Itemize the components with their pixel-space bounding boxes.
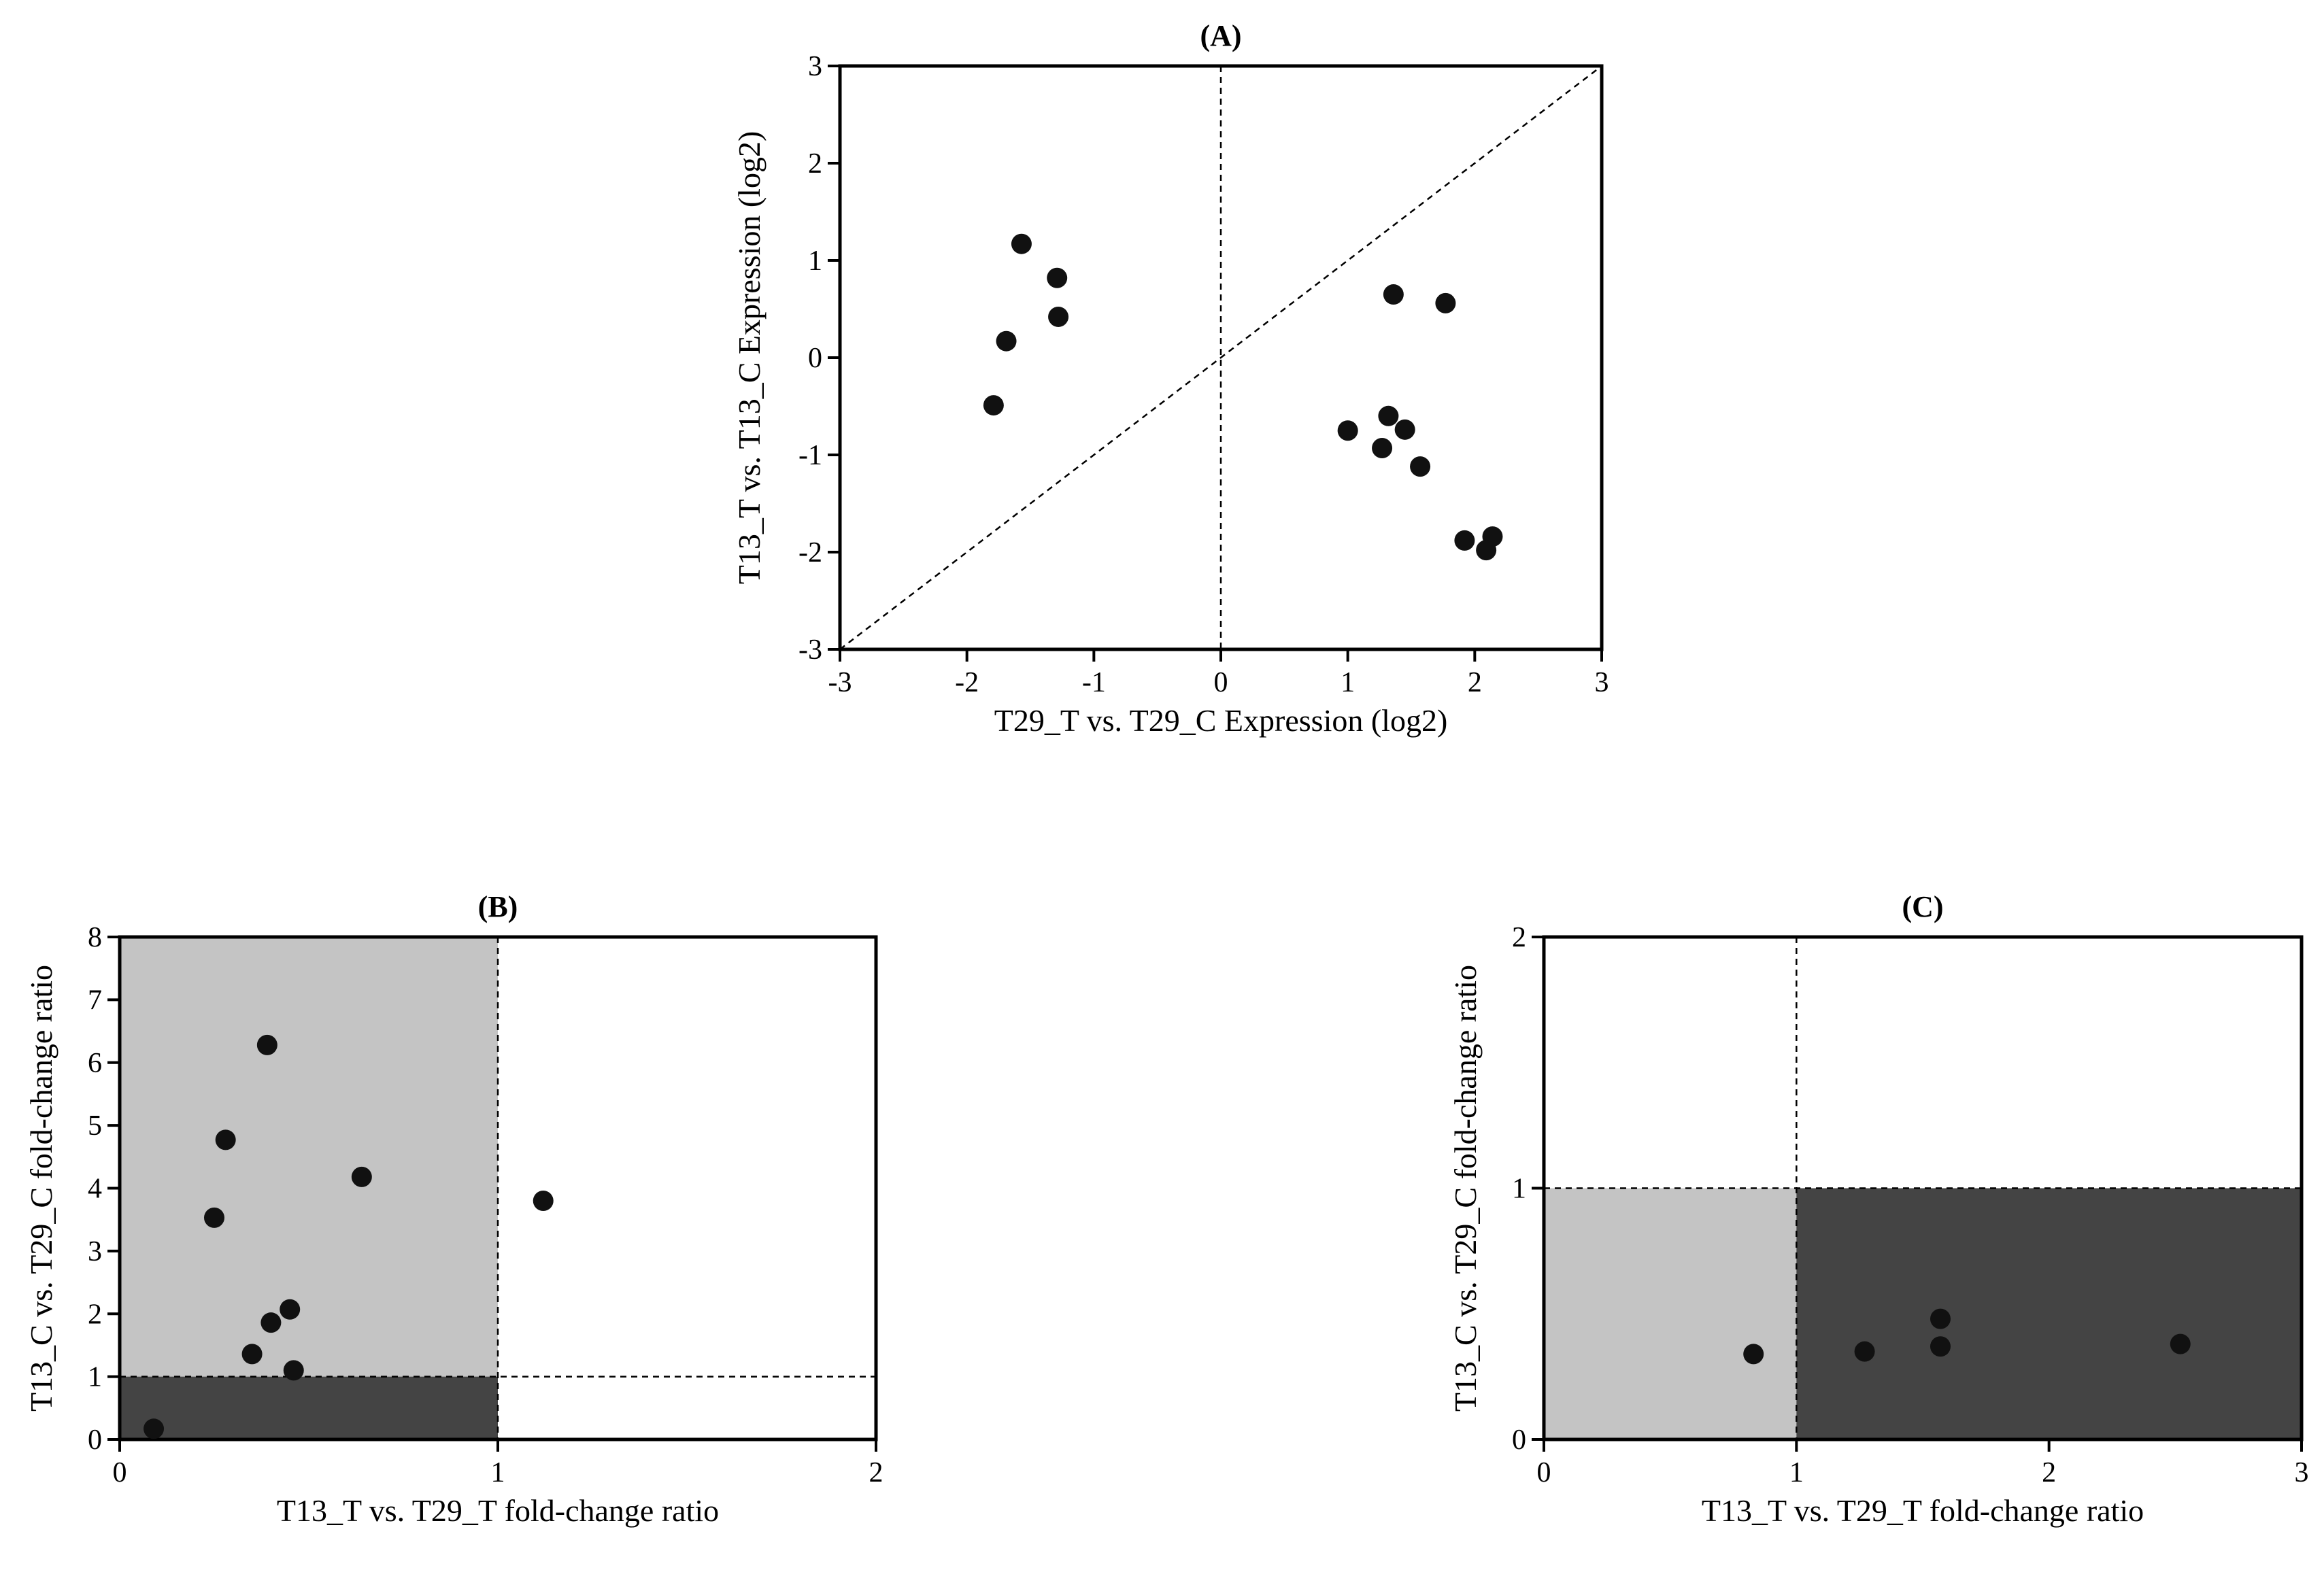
panel-a-data-point	[983, 395, 1004, 416]
panel-c-y-tick-label: 0	[1512, 1424, 1526, 1456]
panel-b-x-tick-label: 2	[869, 1457, 883, 1488]
panel-a-chart: -3 -2 -1 0 1 2 3 -3 -2 -1 0 1 2 3 (A) T29_T vs. T29_C E…	[732, 19, 1609, 738]
panel-b-y-tick-label: 1	[88, 1362, 102, 1393]
panel-b-data-point	[204, 1207, 224, 1228]
panel-b-shaded-region	[120, 1376, 498, 1439]
panel-c-x-axis-title: T13_T vs. T29_T fold-change ratio	[1702, 1493, 2144, 1528]
panel-b-y-tick-label: 3	[88, 1236, 102, 1267]
panel-a-diagonal-line	[839, 65, 1602, 650]
panel-b-data-point	[260, 1312, 282, 1333]
panel-b-x-tick-label: 0	[113, 1457, 127, 1488]
panel-a-x-tick-label: 3	[1595, 667, 1609, 698]
panel-a-x-tick-label: 1	[1341, 667, 1355, 698]
panel-c-shaded-region	[1544, 1188, 1797, 1439]
panel-c-data-point	[1743, 1344, 1764, 1365]
panel-b-chart: 0 1 2 0 1 2 3 4 5 6 7 8 (B) T13_T vs. T29_T fold-chan…	[24, 890, 883, 1528]
panel-a-x-tick-label: 0	[1214, 667, 1228, 698]
panel-a-x-tick-label: 2	[1468, 667, 1482, 698]
panel-a-data-point	[1372, 437, 1393, 458]
panel-a-data-point	[1454, 530, 1475, 551]
panel-b-y-axis-title: T13_C vs. T29_C fold-change ratio	[24, 965, 58, 1412]
panel-b-y-tick-label: 5	[88, 1110, 102, 1142]
panel-c-title: (C)	[1902, 890, 1943, 923]
panel-c-data-point	[1930, 1336, 1951, 1357]
panel-c-x-tick-label: 0	[1537, 1457, 1551, 1488]
panel-c-x-tick-label: 3	[2295, 1457, 2309, 1488]
panel-a-data-point	[1047, 267, 1068, 288]
panel-b-title: (B)	[478, 890, 518, 923]
panel-a-title: (A)	[1200, 19, 1241, 52]
panel-a-data-point	[1011, 233, 1032, 254]
panel-c-y-axis-title: T13_C vs. T29_C fold-change ratio	[1448, 965, 1483, 1412]
panel-a-data-point	[1337, 420, 1358, 441]
panel-b-y-tick-label: 8	[88, 922, 102, 953]
panel-c-data-point	[1930, 1308, 1951, 1329]
panel-a-data-point	[1383, 284, 1404, 305]
panel-b-data-point	[280, 1299, 301, 1320]
panel-b-x-tick-label: 1	[491, 1457, 505, 1488]
panel-c-y-tick-label: 2	[1512, 922, 1526, 953]
panel-c-x-tick-label: 2	[2042, 1457, 2056, 1488]
panel-a-y-tick-label: -2	[798, 537, 822, 568]
panel-a-data-point	[1410, 456, 1431, 477]
panel-a-data-point	[1048, 306, 1069, 327]
panel-b-data-point	[144, 1418, 165, 1439]
panel-b-x-axis-title: T13_T vs. T29_T fold-change ratio	[277, 1493, 719, 1528]
panel-b-y-tick-label: 6	[88, 1048, 102, 1079]
panel-b-data-point	[351, 1166, 372, 1187]
panel-a-x-axis-title: T29_T vs. T29_C Expression (log2)	[994, 703, 1448, 738]
panel-a-x-tick-label: -3	[828, 667, 852, 698]
panel-c-data-point	[2170, 1333, 2191, 1354]
panel-b-y-tick-label: 7	[88, 985, 102, 1016]
panel-a-data-point	[1394, 419, 1415, 440]
panel-c-chart: 0 1 2 3 0 1 2 (C) T13_T vs. T29_T fold-change ra…	[1448, 890, 2309, 1528]
panel-c-shaded-region	[1796, 1188, 2302, 1439]
panel-b-shaded-region	[120, 937, 498, 1377]
panel-b-y-tick-label: 2	[88, 1299, 102, 1330]
panel-a-y-tick-label: 1	[808, 245, 822, 277]
panel-b-y-tick-label: 4	[88, 1174, 102, 1205]
panel-c-y-tick-label: 1	[1512, 1174, 1526, 1205]
panel-a-x-tick-label: -2	[955, 667, 979, 698]
panel-b-data-point	[256, 1034, 277, 1055]
panel-a-data-point	[1378, 405, 1399, 426]
panel-c-data-point	[1854, 1341, 1875, 1362]
panel-a-y-tick-label: 2	[808, 148, 822, 180]
panel-a-x-tick-label: -1	[1082, 667, 1106, 698]
panel-b-data-point	[241, 1344, 263, 1365]
panel-a-y-axis-title: T13_T vs. T13_C Expression (log2)	[732, 131, 767, 585]
panel-a-y-tick-label: 0	[808, 343, 822, 374]
panel-a-y-tick-label: -3	[798, 634, 822, 666]
panel-a-data-point	[1435, 292, 1456, 313]
panel-a-data-point	[1476, 540, 1497, 561]
panel-b-data-point	[533, 1190, 554, 1211]
panel-b-data-point	[215, 1129, 236, 1150]
panel-c-x-tick-label: 1	[1789, 1457, 1804, 1488]
panel-a-y-tick-label: -1	[798, 440, 822, 471]
panel-a-y-tick-label: 3	[808, 51, 822, 82]
panel-b-y-tick-label: 0	[88, 1424, 102, 1456]
panel-a-data-point	[996, 330, 1017, 352]
panel-b-data-point	[283, 1360, 304, 1381]
